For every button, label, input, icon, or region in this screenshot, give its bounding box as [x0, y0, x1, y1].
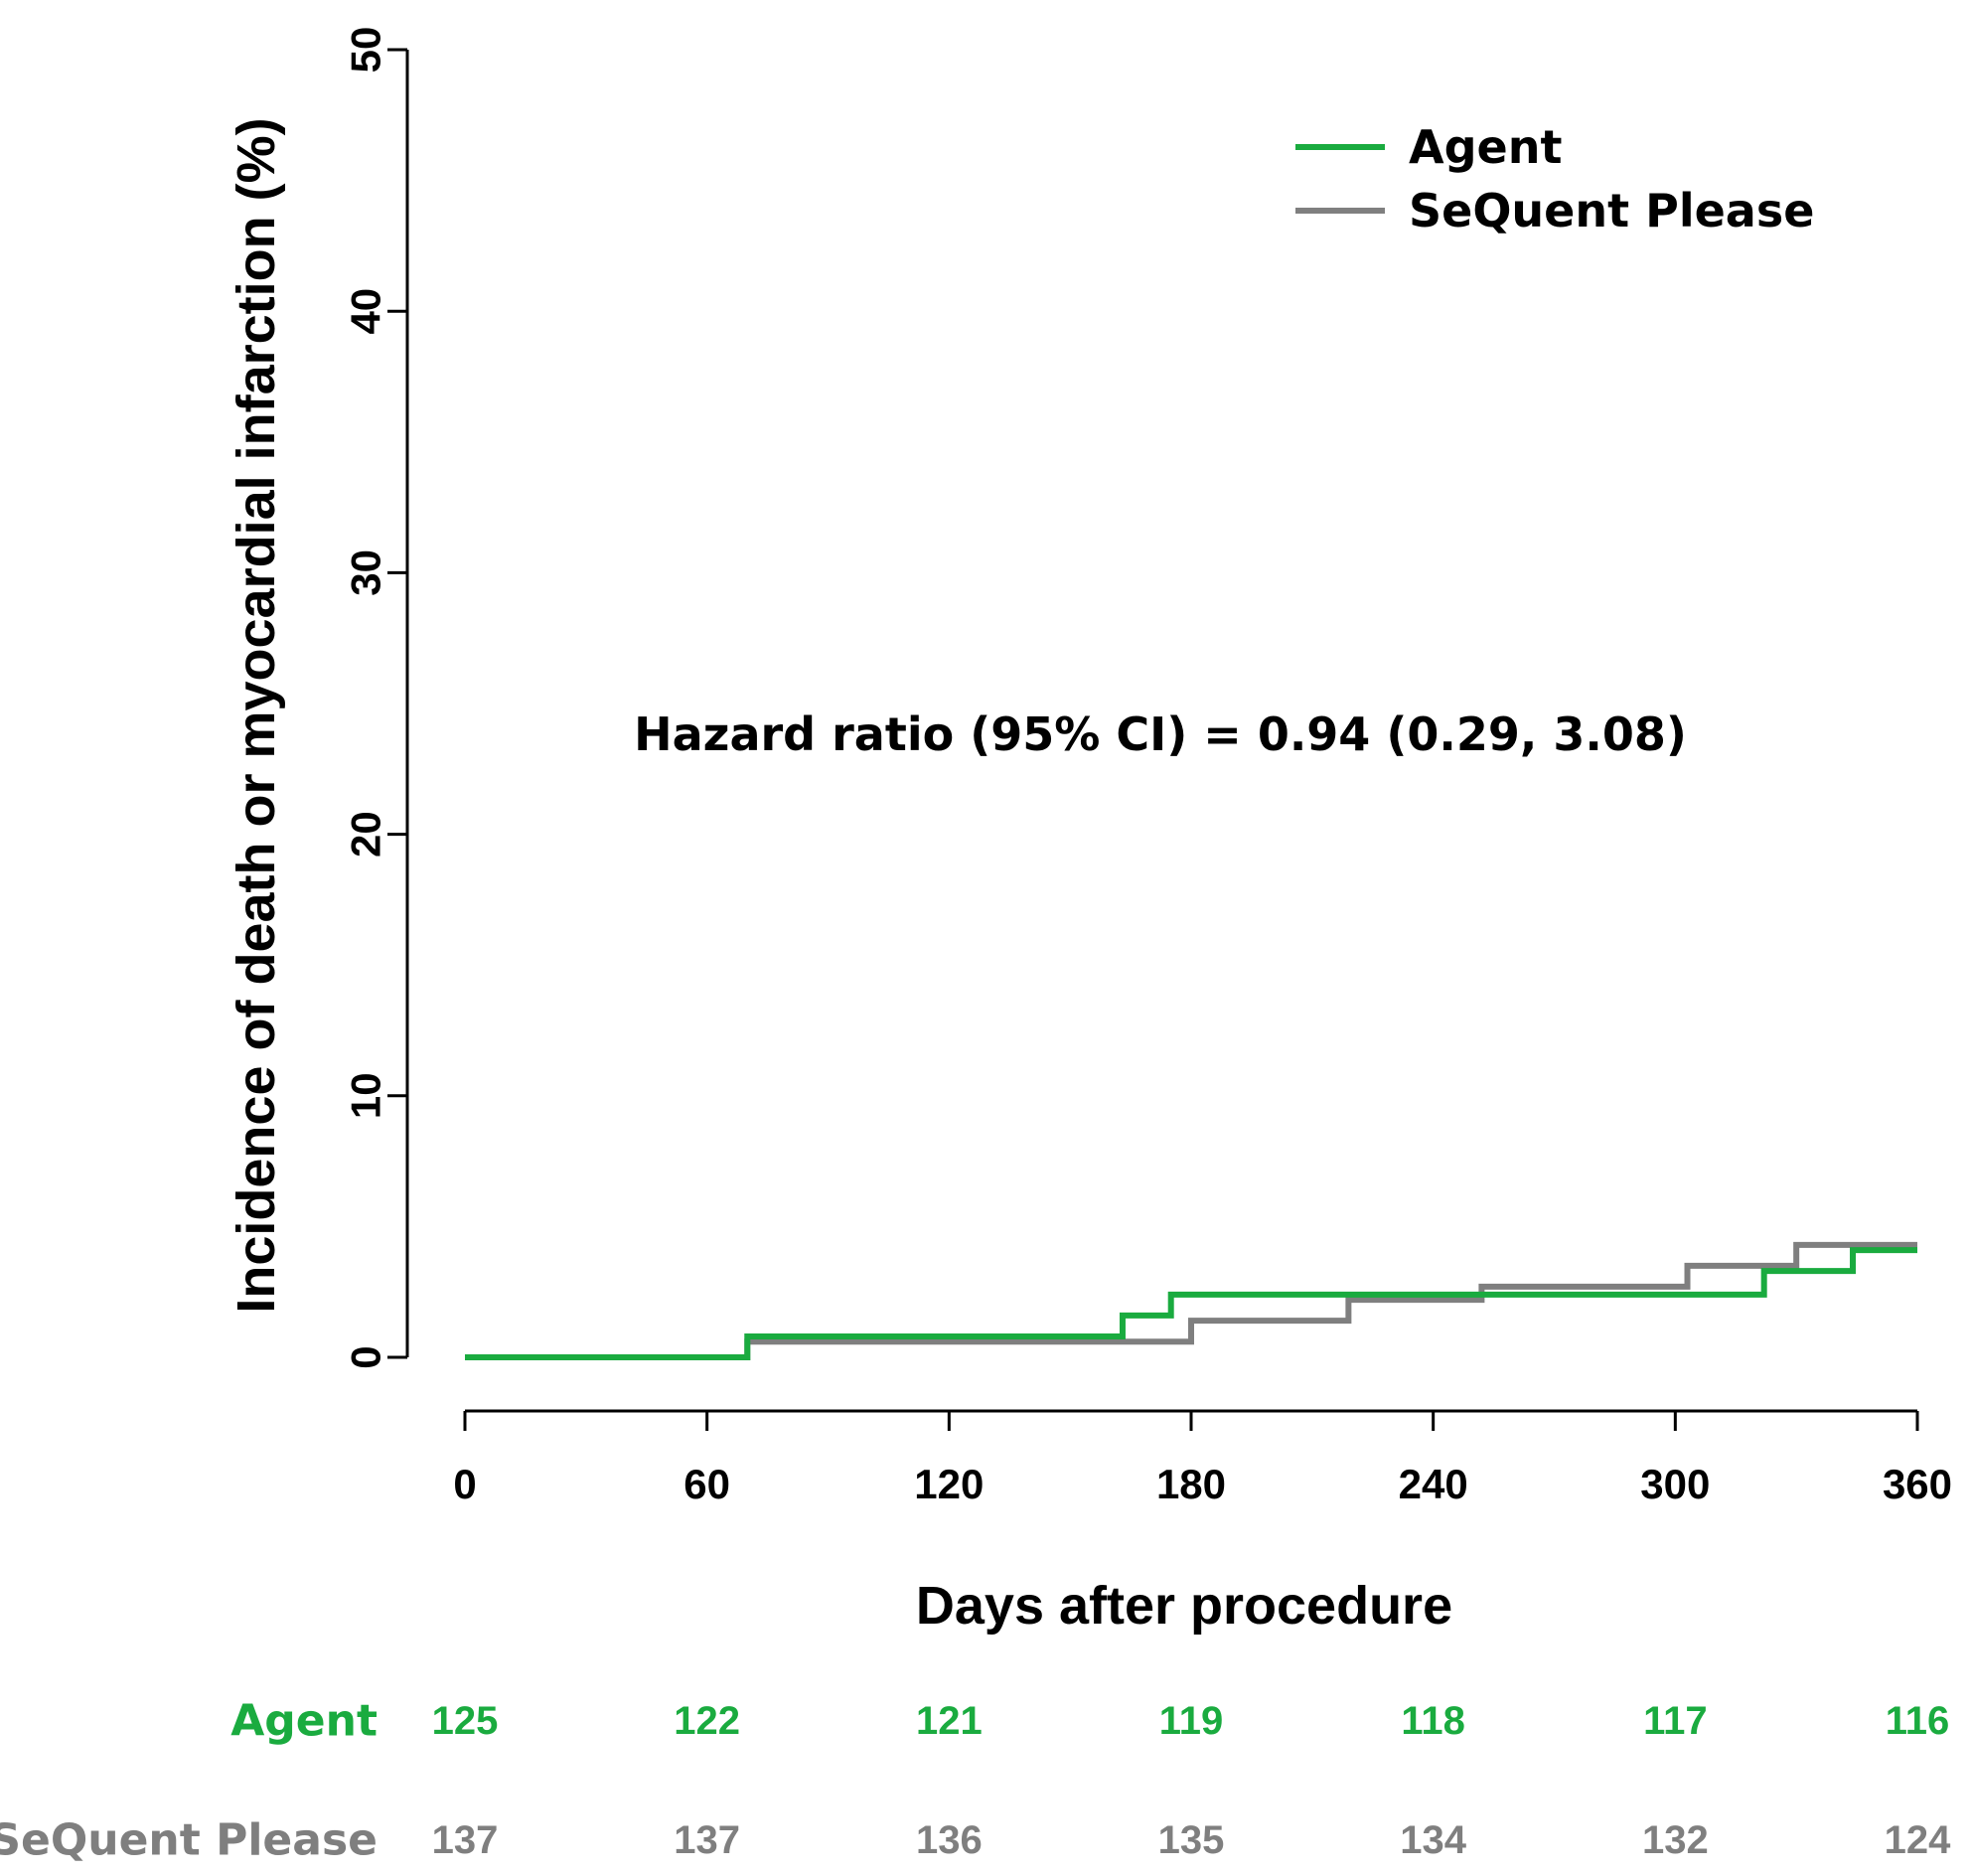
risk-value: 136 — [916, 1818, 983, 1862]
risk-row-label: SeQuent Please — [0, 1815, 378, 1866]
y-tick-label: 40 — [343, 288, 389, 335]
y-tick-label: 50 — [343, 27, 389, 74]
x-tick-label: 0 — [453, 1461, 476, 1507]
legend-label: SeQuent Please — [1409, 184, 1814, 237]
risk-value: 124 — [1885, 1818, 1951, 1862]
series-line-sequent-please — [465, 1241, 1917, 1360]
series-layer — [465, 1241, 1917, 1360]
risk-value: 116 — [1886, 1699, 1950, 1743]
risk-value: 135 — [1158, 1818, 1225, 1862]
x-tick-label: 300 — [1640, 1461, 1710, 1507]
risk-value: 121 — [916, 1699, 983, 1743]
risk-row-label: Agent — [230, 1696, 378, 1747]
risk-value: 137 — [432, 1818, 499, 1862]
y-tick-label: 0 — [343, 1345, 389, 1368]
legend: Agent SeQuent Please — [1295, 120, 1814, 237]
x-tick-label: 180 — [1156, 1461, 1226, 1507]
x-axis: 0 60 120 180 240 300 360 — [453, 1409, 1952, 1507]
x-tick-label: 360 — [1883, 1461, 1952, 1507]
y-tick-label: 30 — [343, 549, 389, 596]
x-axis-title: Days after procedure — [916, 1576, 1452, 1636]
risk-value: 134 — [1400, 1818, 1466, 1862]
x-tick-label: 240 — [1399, 1461, 1468, 1507]
y-axis-title: Incidence of death or myocardial infarct… — [227, 117, 286, 1313]
y-tick-label: 10 — [343, 1072, 389, 1119]
risk-value: 118 — [1401, 1699, 1465, 1743]
y-tick-label: 20 — [343, 811, 389, 858]
hazard-ratio-annotation: Hazard ratio (95% CI) = 0.94 (0.29, 3.08… — [634, 707, 1687, 761]
risk-value: 122 — [674, 1699, 740, 1743]
x-tick-label: 60 — [683, 1461, 730, 1507]
y-axis: 0 10 20 30 40 50 — [343, 27, 409, 1369]
x-tick-label: 120 — [914, 1461, 984, 1507]
legend-label: Agent — [1409, 120, 1562, 174]
risk-value: 125 — [432, 1699, 499, 1743]
series-line-agent — [465, 1247, 1917, 1360]
risk-value: 137 — [674, 1818, 740, 1862]
risk-value: 132 — [1642, 1818, 1709, 1862]
risk-table: Agent 125 122 121 119 118 117 116 SeQuent Please… — [0, 1696, 1951, 1866]
risk-value: 117 — [1643, 1699, 1708, 1743]
risk-value: 119 — [1159, 1699, 1224, 1743]
